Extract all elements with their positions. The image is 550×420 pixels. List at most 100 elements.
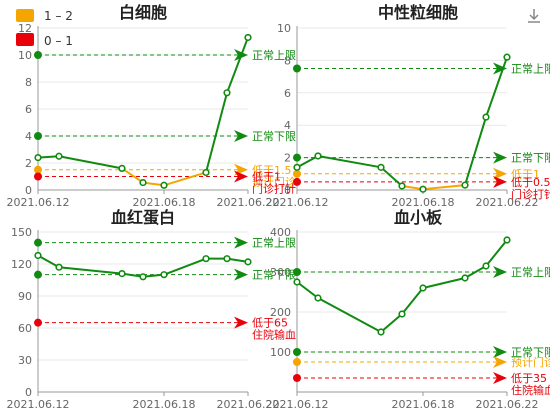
data-point[interactable] [223,255,231,263]
data-point[interactable] [118,270,126,278]
chart-title: 白细胞 [119,3,167,22]
data-point[interactable] [482,262,490,270]
data-point[interactable] [244,258,252,266]
series-segment [58,155,123,170]
y-tick-label: 12 [18,22,32,35]
reference-label: 住院输血 [252,328,296,342]
reference-label: 正常上限 [252,49,296,62]
y-tick-label: 8 [284,54,291,67]
reference-label: 正常上限 [511,266,550,279]
y-tick-label: 30 [18,354,32,367]
y-tick-label: 400 [270,226,291,239]
data-point[interactable] [398,310,406,318]
chart-panel: 血红蛋白 0 30 60 90 120 150 2021.06.12 2021.06.18 202… [7,208,296,411]
y-tick-label: 10 [277,22,291,35]
download-button[interactable] [528,9,540,23]
series-segment [58,266,123,275]
series-segment [205,92,228,173]
y-tick-label: 90 [18,290,32,303]
reference-label: 正常下限 [511,152,550,165]
reference-arrow [234,170,248,183]
data-point[interactable] [503,53,511,61]
x-tick-label: 2021.06.22 [217,196,280,209]
y-tick-label: 120 [11,258,32,271]
x-tick-label: 2021.06.22 [217,398,280,411]
reference-dot [293,169,301,178]
reference-dot [34,238,42,247]
reference-arrow [493,151,507,164]
data-point[interactable] [202,168,210,177]
y-tick-label: 2 [284,152,291,165]
x-tick-label: 2021.06.12 [7,196,70,209]
data-point[interactable] [293,278,301,286]
series-segment [485,56,508,118]
y-tick-label: 10 [18,49,32,62]
data-point[interactable] [160,271,168,279]
x-tick-label: 2021.06.22 [476,196,539,209]
data-point[interactable] [398,182,406,190]
data-point[interactable] [377,328,385,336]
data-point[interactable] [139,178,147,187]
data-point[interactable] [419,284,427,292]
data-point[interactable] [223,89,231,97]
data-point[interactable] [461,181,469,189]
y-tick-label: 0 [25,386,32,399]
reference-label: 门诊打针 [511,187,550,201]
reference-dot [34,165,42,174]
reference-label: 住院输血 [511,383,550,397]
data-point[interactable] [314,152,322,160]
reference-label: 正常上限 [511,63,550,76]
data-point[interactable] [34,251,42,260]
data-point[interactable] [482,113,490,121]
x-tick-label: 2021.06.18 [392,196,455,209]
data-point[interactable] [55,152,63,160]
data-point[interactable] [139,273,147,281]
data-point[interactable] [160,181,168,189]
legend-swatch [16,33,34,46]
data-point[interactable] [34,154,42,162]
reference-arrow [493,356,507,368]
legend-item[interactable]: 1 – 2 [16,9,73,23]
reference-arrow [493,346,507,358]
data-point[interactable] [118,164,126,172]
reference-dot [293,268,301,276]
series-segment [485,239,508,267]
y-tick-label: 0 [25,184,32,197]
reference-label: 正常下限 [252,130,296,143]
x-tick-label: 2021.06.18 [133,398,196,411]
series-segment [317,297,382,333]
reference-dot [34,132,42,140]
data-point[interactable] [293,163,301,171]
series-segment [422,277,466,289]
x-tick-label: 2021.06.22 [476,398,539,411]
data-point[interactable] [461,274,469,282]
series-segment [464,265,487,279]
y-tick-label: 60 [18,322,32,335]
charts-layer: 白细胞 0 2 4 6 8 10 12 2021.06.12 2021.06.18 2021.06.… [7,3,550,411]
y-tick-label: 2 [25,157,32,170]
data-point[interactable] [55,263,63,271]
data-point[interactable] [314,294,322,302]
data-point[interactable] [244,33,252,42]
reference-arrow [493,372,507,384]
chart-panel: 中性粒细胞 0 2 4 6 8 10 2021.06.12 2021.06.18 2021.06.… [266,3,550,209]
reference-arrow [234,316,248,329]
series-segment [296,155,319,169]
y-tick-label: 150 [11,226,32,239]
reference-dot [293,64,301,73]
data-point[interactable] [202,255,210,263]
data-point[interactable] [503,236,511,244]
series-segment [380,166,403,187]
reference-label: 低于65 [252,317,288,330]
reference-arrow [234,236,248,249]
series-segment [121,167,144,184]
reference-label: 正常下限 [252,269,296,282]
data-point[interactable] [377,163,385,171]
data-point[interactable] [419,185,427,193]
reference-arrow [234,130,248,142]
reference-arrow [493,62,507,75]
legend-item[interactable]: 0 – 1 [16,33,73,48]
y-tick-label: 200 [270,306,291,319]
legend-label: 1 – 2 [44,9,73,23]
reference-label: 低于1 [511,168,540,181]
